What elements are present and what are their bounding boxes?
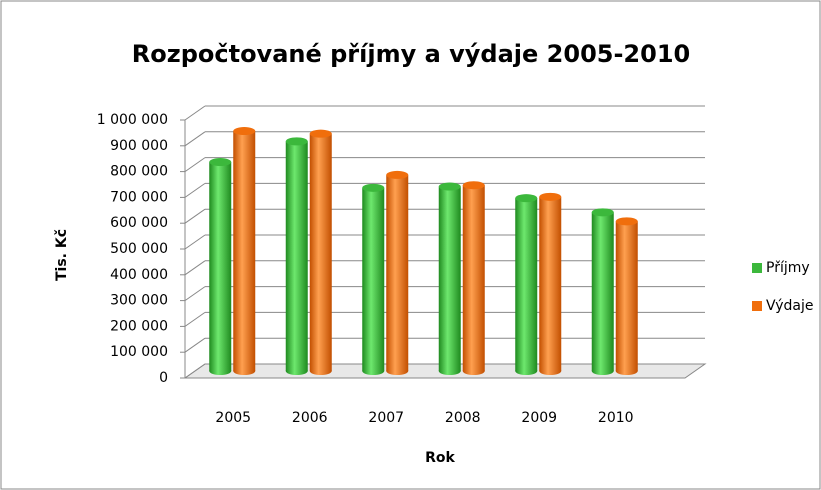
x-tick-label: 2007: [368, 410, 404, 426]
x-tick-label: 2008: [445, 410, 481, 426]
bar-body: [362, 187, 385, 371]
bar-body: [438, 186, 461, 371]
bar-body: [515, 198, 538, 371]
x-tick-label: 2005: [215, 410, 251, 426]
bar: [386, 170, 409, 375]
grid-line: [184, 182, 206, 198]
y-tick-label: 400 000: [110, 267, 168, 283]
y-axis-label: Tis. Kč: [54, 229, 70, 281]
grid-line: [184, 337, 206, 353]
bar-body: [233, 131, 256, 371]
bar: [615, 217, 638, 375]
x-axis-label: Rok: [425, 450, 455, 466]
bar: [438, 182, 461, 375]
grid-line: [184, 131, 206, 147]
bar: [539, 192, 562, 375]
bar: [591, 208, 614, 375]
legend-label: Příjmy: [766, 260, 810, 276]
bar-body: [209, 162, 232, 371]
y-tick-label: 100 000: [110, 344, 168, 360]
bar: [362, 183, 385, 375]
bar-top: [362, 183, 385, 192]
x-tick-label: 2010: [598, 410, 634, 426]
bar-top: [438, 182, 461, 191]
bar: [285, 137, 308, 375]
bar: [309, 129, 332, 375]
y-tick-label: 1 000 000: [97, 112, 168, 128]
bar-body: [285, 141, 308, 371]
y-tick-label: 200 000: [110, 318, 168, 334]
x-tick-label: 2009: [521, 410, 557, 426]
bar: [515, 194, 538, 375]
grid-line: [184, 363, 206, 379]
bar-top: [386, 170, 409, 179]
y-tick-label: 600 000: [110, 215, 168, 231]
bar-top: [309, 129, 332, 138]
x-tick-label: 2006: [292, 410, 328, 426]
bar: [462, 181, 485, 375]
y-tick-label: 700 000: [110, 189, 168, 205]
y-tick-label: 800 000: [110, 164, 168, 180]
y-tick-label: 300 000: [110, 293, 168, 309]
bar-top: [515, 194, 538, 203]
bar: [233, 127, 256, 375]
bar-body: [462, 185, 485, 371]
grid-line: [184, 208, 206, 224]
bar-top: [591, 208, 614, 217]
bar-top: [209, 158, 232, 167]
bar-body: [539, 196, 562, 371]
y-tick-label: 900 000: [110, 138, 168, 154]
grid-line: [184, 311, 206, 327]
legend-label: Výdaje: [766, 298, 813, 314]
grid-line: [184, 234, 206, 250]
bar-body: [309, 133, 332, 371]
grid-line: [184, 105, 206, 121]
bar-body: [386, 174, 409, 371]
grid-line: [184, 286, 206, 302]
bar-body: [591, 212, 614, 371]
bar: [209, 158, 232, 375]
legend-swatch: [752, 263, 762, 273]
legend-swatch: [752, 301, 762, 311]
y-tick-label: 0: [159, 370, 168, 386]
y-tick-label: 500 000: [110, 241, 168, 257]
bar-top: [462, 181, 485, 190]
bar-top: [615, 217, 638, 226]
bar-top: [285, 137, 308, 146]
bar-top: [233, 127, 256, 136]
grid-line: [184, 260, 206, 276]
bar-top: [539, 192, 562, 201]
grid-line: [184, 157, 206, 173]
chart-title: Rozpočtované příjmy a výdaje 2005-2010: [132, 40, 690, 68]
bar-body: [615, 221, 638, 371]
